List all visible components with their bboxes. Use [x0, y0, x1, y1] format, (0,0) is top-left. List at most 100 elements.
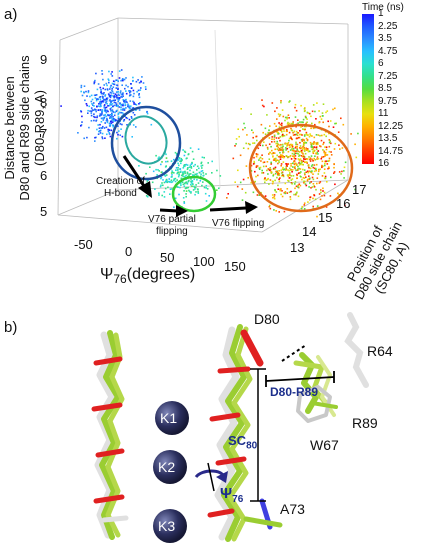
scatter-point	[319, 168, 321, 171]
scatter-point	[101, 109, 104, 111]
scatter-point	[311, 146, 314, 148]
scatter-point	[317, 143, 319, 146]
scatter-point	[235, 143, 237, 145]
scatter-point	[289, 174, 291, 176]
scatter-point	[101, 110, 103, 113]
scatter-point	[260, 123, 263, 126]
scatter-point	[158, 170, 160, 172]
scatter-point	[268, 205, 271, 208]
scatter-point	[311, 142, 313, 145]
scatter-point	[309, 170, 311, 172]
scatter-point	[167, 186, 169, 189]
scatter-point	[341, 170, 343, 173]
scatter-point	[309, 196, 311, 199]
scatter-point	[272, 173, 275, 176]
scatter-point	[297, 150, 299, 153]
scatter-point	[268, 129, 270, 131]
scatter-point	[180, 160, 183, 162]
scatter-point	[321, 164, 323, 167]
scatter-point	[197, 182, 200, 184]
scatter-point	[280, 144, 282, 146]
scatter-point	[291, 170, 293, 173]
scatter-point	[294, 165, 296, 168]
scatter-point	[293, 155, 295, 157]
scatter-point	[100, 121, 103, 123]
scatter-point	[126, 101, 128, 104]
scatter-point	[300, 155, 303, 157]
scatter-point	[322, 115, 324, 117]
scatter-point	[165, 160, 167, 163]
scatter-point	[316, 102, 318, 104]
colorbar-tick: 1	[378, 8, 384, 19]
scatter-point	[83, 85, 86, 87]
scatter-point	[268, 158, 271, 160]
colorbar-tick: 2.25	[378, 20, 398, 32]
scatter-point	[292, 169, 294, 171]
scatter-point	[338, 171, 341, 173]
scatter-point	[332, 108, 334, 111]
scatter-point	[302, 168, 304, 171]
scatter-point	[315, 163, 318, 166]
scatter-point	[312, 147, 315, 150]
scatter-point	[177, 175, 180, 178]
scatter-point	[106, 133, 108, 136]
scatter-point	[321, 175, 324, 177]
scatter-point	[111, 103, 114, 105]
scatter-point	[107, 105, 109, 107]
scatter-point	[295, 169, 297, 172]
scatter-point	[310, 146, 313, 148]
scatter-point	[108, 122, 111, 125]
scatter-point	[167, 180, 170, 183]
scatter-point	[289, 146, 291, 148]
scatter-point	[343, 177, 345, 179]
scatter-point	[309, 182, 311, 184]
scatter-point	[273, 140, 276, 143]
scatter-point	[77, 132, 79, 134]
scatter-point	[111, 89, 113, 92]
z-tick-4: 5	[40, 204, 48, 219]
scatter-point	[183, 190, 185, 192]
scatter-point	[316, 142, 318, 144]
scatter-point	[110, 122, 113, 124]
scatter-point	[294, 106, 296, 109]
scatter-point	[296, 137, 298, 139]
scatter-point	[184, 172, 187, 174]
scatter-point	[184, 164, 186, 166]
scatter-point	[117, 104, 119, 107]
scatter-point	[322, 156, 325, 158]
scatter-point	[307, 164, 310, 166]
scatter-point	[317, 158, 320, 160]
scatter-point	[190, 178, 192, 180]
scatter-point	[112, 105, 114, 107]
scatter-point	[101, 70, 103, 72]
scatter-point	[308, 178, 311, 180]
scatter-point	[323, 151, 325, 154]
scatter-point	[180, 184, 182, 186]
label-psi76-main: Ψ	[220, 485, 233, 502]
scatter-point	[292, 131, 294, 134]
scatter-point	[263, 141, 265, 143]
scatter-point	[278, 122, 280, 124]
scatter-point	[110, 84, 112, 87]
scatter-point	[301, 121, 303, 123]
scatter-point	[256, 165, 259, 167]
scatter-point	[194, 163, 196, 166]
scatter-point	[301, 205, 303, 208]
scatter-point	[297, 168, 299, 170]
scatter-point	[112, 92, 115, 95]
scatter-point	[154, 188, 156, 190]
scatter-point	[125, 100, 127, 103]
scatter-point	[111, 113, 113, 116]
scatter-point	[274, 168, 276, 170]
scatter-point	[132, 107, 135, 109]
scatter-point	[206, 188, 209, 190]
scatter-point	[252, 142, 254, 144]
scatter-point	[185, 195, 187, 198]
scatter-point	[171, 188, 173, 190]
scatter-point	[186, 171, 189, 174]
scatter-point	[98, 127, 101, 129]
scatter-point	[176, 172, 178, 175]
scatter-point	[283, 156, 286, 158]
scatter-point	[90, 110, 93, 113]
scatter-point	[103, 116, 106, 119]
